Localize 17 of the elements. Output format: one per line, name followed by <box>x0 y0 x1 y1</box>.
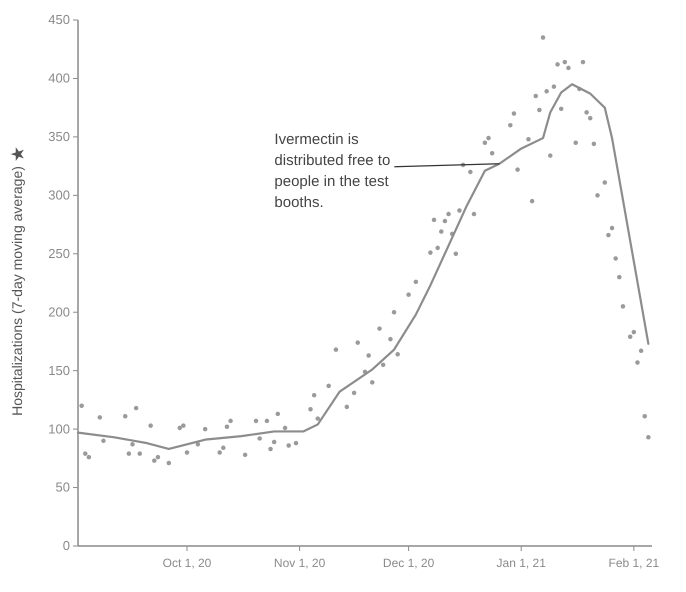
x-tick-label: Nov 1, 20 <box>274 556 326 570</box>
y-tick-label: 50 <box>56 480 70 495</box>
y-tick-label: 250 <box>48 246 70 261</box>
y-tick-label: 100 <box>48 421 70 436</box>
x-tick-label: Feb 1, 21 <box>608 556 660 570</box>
x-tick-label: Dec 1, 20 <box>382 556 435 570</box>
y-tick-label: 400 <box>48 70 70 86</box>
annotation: Ivermectin is distributed free to people in the test booths. <box>274 130 390 211</box>
y-tick-label: 200 <box>48 304 70 320</box>
x-tick-label: Oct 1, 20 <box>162 556 212 570</box>
y-tick-label: 150 <box>48 362 70 378</box>
y-tick-label: 0 <box>62 538 70 554</box>
y-tick-label: 350 <box>48 129 70 144</box>
x-tick-label: Jan 1, 21 <box>496 556 546 570</box>
y-tick-label: 300 <box>48 187 70 202</box>
y-tick-label: 450 <box>48 12 70 28</box>
y-axis-title: Hospitalizations (7-day moving average) <box>9 166 25 416</box>
